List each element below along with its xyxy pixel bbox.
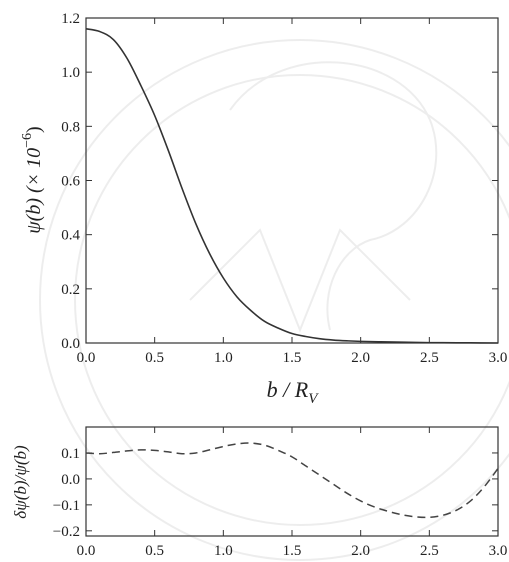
bottom-x-ticks: 0.0 0.5 1.0 1.5 2.0 2.5 3.0 <box>77 427 508 559</box>
bottom-plot-frame <box>85 426 499 537</box>
x-tick-label: 2.5 <box>420 543 439 559</box>
x-tick-label: 0.5 <box>145 350 164 366</box>
x-tick-label: 3.0 <box>489 350 508 366</box>
x-tick-label: 1.5 <box>283 350 302 366</box>
bottom-y-ticks: 0.1 0.0 −0.1 −0.2 <box>53 446 498 540</box>
y-tick-label: −0.1 <box>53 498 80 514</box>
y-tick-label: 0.4 <box>61 228 80 244</box>
y-tick-label: 0.6 <box>61 174 80 190</box>
y-tick-label: 0.8 <box>61 119 80 135</box>
top-y-ticks: 0.0 0.2 0.4 0.6 0.8 1.0 1.2 <box>61 11 498 352</box>
x-axis-label: b / RV <box>267 377 320 407</box>
y-tick-label: −0.2 <box>53 524 80 540</box>
x-tick-label: 1.0 <box>214 350 233 366</box>
y-tick-label: 0.0 <box>61 336 80 352</box>
relative-deviation-curve <box>85 442 499 519</box>
y-tick-label: 0.2 <box>61 282 80 298</box>
x-tick-label: 1.5 <box>283 543 302 559</box>
y-tick-label: 0.0 <box>61 472 80 488</box>
top-x-ticks: 0.0 0.5 1.0 1.5 2.0 2.5 3.0 <box>77 18 508 366</box>
y-tick-label: 1.2 <box>61 11 80 27</box>
x-tick-label: 0.0 <box>77 350 96 366</box>
x-tick-label: 3.0 <box>489 543 508 559</box>
x-tick-label: 1.0 <box>214 543 233 559</box>
x-tick-label: 2.5 <box>420 350 439 366</box>
top-plot: 0.0 0.2 0.4 0.6 0.8 1.0 1.2 0.0 0.5 1.0 1.5 2.0 2.5… <box>20 11 507 407</box>
y-axis-label-bottom: δψ(b)/ψ(b) <box>11 445 30 519</box>
watermark-seal <box>39 39 509 561</box>
x-tick-label: 2.0 <box>351 543 370 559</box>
bottom-plot: 0.1 0.0 −0.1 −0.2 0.0 0.5 1.0 1.5 2.0 2.5 3.0 δψ(… <box>11 426 508 559</box>
y-axis-label-top: ψ(b) (× 10−6) <box>20 126 45 233</box>
psi-curve <box>85 28 499 344</box>
y-tick-label: 1.0 <box>61 65 80 81</box>
x-tick-label: 2.0 <box>351 350 370 366</box>
x-tick-label: 0.0 <box>77 543 96 559</box>
x-tick-label: 0.5 <box>145 543 164 559</box>
y-tick-label: 0.1 <box>61 446 80 462</box>
